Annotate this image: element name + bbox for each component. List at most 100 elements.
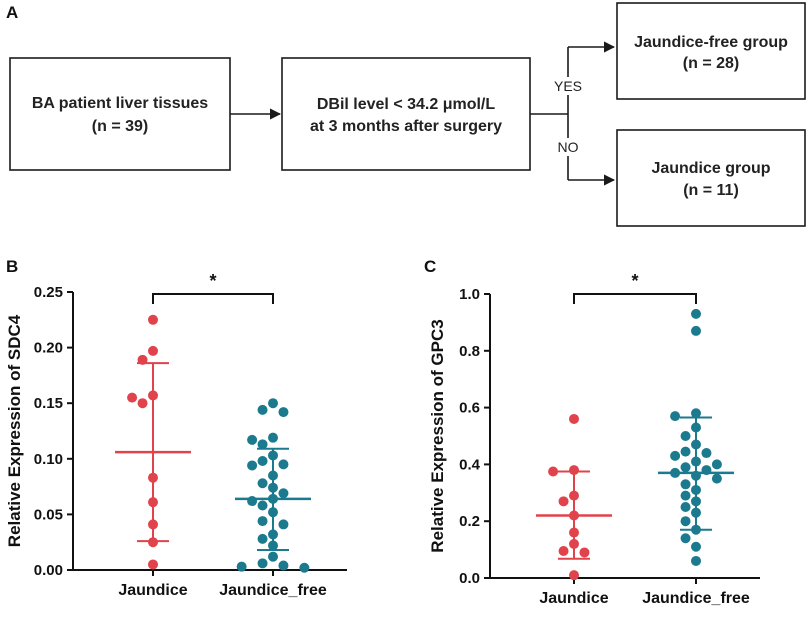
significance-star: * <box>209 271 216 291</box>
data-point <box>268 450 278 461</box>
data-point <box>579 547 590 558</box>
data-point <box>257 478 268 489</box>
chart-sdc4: 0.00 0.05 0.10 0.15 0.20 0.25 Jaundice Jaundice… <box>5 271 347 599</box>
data-point <box>691 507 701 518</box>
y-tick-label: 0.00 <box>34 562 63 579</box>
y-tick-label: 0.8 <box>459 343 480 360</box>
flow-box-criterion-line2: at 3 months after surgery <box>310 118 502 135</box>
data-point <box>569 465 579 476</box>
data-point <box>268 540 278 551</box>
data-point <box>680 502 691 512</box>
y-tick-label: 0.0 <box>459 570 480 587</box>
data-point <box>691 408 701 419</box>
flow-box-jaundice: Jaundice group (n = 11) <box>616 129 806 227</box>
flow-box-jaundice-free: Jaundice-free group (n = 28) <box>616 2 806 100</box>
data-point <box>558 496 569 507</box>
data-point <box>701 465 712 476</box>
flow-box-patients-title: BA patient liver tissues <box>32 95 208 112</box>
data-point <box>247 434 258 445</box>
data-point <box>268 507 278 518</box>
data-point <box>680 479 691 490</box>
data-point <box>127 392 138 403</box>
data-point <box>278 459 289 470</box>
data-point <box>680 462 691 473</box>
y-tick-label: 0.05 <box>34 506 63 523</box>
data-point <box>670 467 681 478</box>
data-point <box>569 490 579 501</box>
y-tick-label: 0.10 <box>34 451 63 468</box>
data-point <box>691 496 701 507</box>
data-point <box>268 398 278 409</box>
data-point <box>569 510 579 521</box>
y-tick-label: 1.0 <box>459 286 480 303</box>
data-point <box>711 473 722 484</box>
x-tick-label: Jaundice_free <box>642 590 750 607</box>
data-point <box>569 527 579 538</box>
data-point <box>680 446 691 457</box>
data-point <box>257 500 268 511</box>
data-point <box>257 439 268 450</box>
data-point <box>278 488 289 499</box>
y-tick-label: 0.2 <box>459 513 480 530</box>
data-point <box>148 472 158 483</box>
data-point <box>236 561 247 572</box>
data-point <box>278 560 289 571</box>
data-point <box>691 308 701 319</box>
data-point <box>148 519 158 530</box>
flow-no-label: NO <box>558 139 579 155</box>
data-point <box>691 456 701 467</box>
data-point <box>137 398 148 409</box>
y-axis-title: Relative Expression of GPC3 <box>428 319 447 552</box>
flow-box-jaundice-count: (n = 11) <box>683 182 739 199</box>
data-point <box>257 456 268 467</box>
significance-bracket <box>573 293 697 304</box>
significance-bracket <box>152 293 274 304</box>
data-point <box>558 546 569 557</box>
data-point <box>691 470 701 481</box>
y-tick-label: 0.15 <box>34 395 63 412</box>
data-point <box>691 484 701 495</box>
data-point <box>680 431 691 441</box>
data-point <box>257 533 268 544</box>
x-tick-label: Jaundice <box>118 582 187 599</box>
panel-c-label: C <box>424 257 436 276</box>
y-tick-label: 0.4 <box>459 456 481 473</box>
flow-box-jaundice-free-count: (n = 28) <box>683 55 739 72</box>
data-point <box>257 404 268 415</box>
x-tick-label: Jaundice <box>539 590 608 607</box>
data-point <box>148 497 158 508</box>
data-point <box>268 482 278 493</box>
data-point <box>137 354 148 365</box>
data-point <box>670 411 681 422</box>
data-point <box>268 432 278 443</box>
flow-box-jaundice-free-title: Jaundice-free group <box>634 34 788 51</box>
data-point <box>691 541 701 552</box>
data-point <box>299 562 310 573</box>
data-point <box>691 422 701 433</box>
data-point <box>148 559 158 570</box>
flow-yes-label: YES <box>554 78 582 94</box>
data-point <box>691 325 701 336</box>
y-axis-title: Relative Expression of SDC4 <box>5 314 24 547</box>
data-point <box>257 516 268 527</box>
y-tick-label: 0.20 <box>34 340 63 357</box>
data-point <box>247 460 258 471</box>
data-point <box>711 459 722 470</box>
flow-box-patients-count: (n = 39) <box>92 118 148 135</box>
data-point <box>268 470 278 481</box>
data-point <box>691 555 701 566</box>
y-tick-label: 0.25 <box>34 284 63 301</box>
flow-box-criterion: DBil level < 34.2 μmol/L at 3 months aft… <box>281 57 531 171</box>
data-point <box>268 493 278 504</box>
data-point <box>680 516 691 527</box>
data-point <box>670 450 681 461</box>
data-point <box>247 496 258 507</box>
data-point <box>548 466 559 477</box>
data-point <box>257 558 268 569</box>
flow-branch: YES NO <box>530 41 616 186</box>
x-tick-label: Jaundice_free <box>219 582 327 599</box>
panel-b-label: B <box>6 257 18 276</box>
data-point <box>691 439 701 450</box>
data-point <box>268 551 278 562</box>
